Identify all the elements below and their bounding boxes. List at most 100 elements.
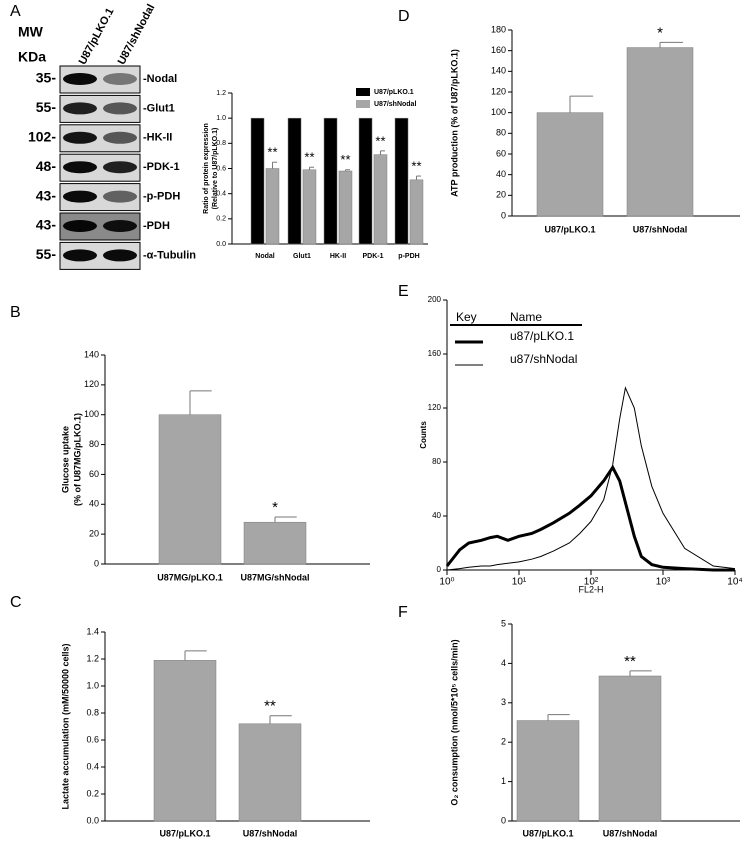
x-tick-label: U87/pLKO.1 <box>522 828 573 838</box>
y-tick-label: 20 <box>496 190 506 200</box>
y-tick-label: 0.8 <box>216 140 226 147</box>
y-tick-label: 80 <box>89 439 99 449</box>
y-axis-label: (Relative to U87/pLKO.1) <box>212 128 219 210</box>
panel-letter: A <box>10 3 21 20</box>
legend-label: U87/pLKO.1 <box>374 89 414 96</box>
y-axis-label: Lactate accumulation (mM/50000 cells) <box>60 643 70 809</box>
legend-title: Name <box>510 310 542 324</box>
mw-label: 102- <box>28 129 56 145</box>
histogram-line <box>446 386 736 571</box>
x-tick-label: U87MG/pLKO.1 <box>157 572 223 582</box>
x-tick-label: U87/shNodal <box>243 828 298 838</box>
bar <box>302 169 317 245</box>
bar <box>287 117 302 245</box>
y-tick-label: 200 <box>428 295 442 304</box>
histogram-line <box>445 464 735 572</box>
bar <box>338 170 353 245</box>
blot-band <box>103 131 137 144</box>
bar <box>238 723 302 822</box>
y-tick-label: 100 <box>84 409 99 419</box>
y-tick-label: 80 <box>496 128 506 138</box>
y-tick-label: 0 <box>501 210 506 220</box>
blot-band <box>63 102 97 115</box>
bar <box>265 168 280 245</box>
y-tick-label: 80 <box>432 457 441 466</box>
y-tick-label: 5 <box>501 618 506 628</box>
y-tick-label: 1.2 <box>86 653 99 663</box>
mw-label: 55- <box>36 246 57 262</box>
blot-label: -PDH <box>143 220 170 232</box>
legend-swatch <box>356 88 370 96</box>
annotation: ** <box>340 152 350 167</box>
x-tick-label: PDK-1 <box>362 253 383 260</box>
blot-label: -Nodal <box>143 73 177 85</box>
x-tick-label: 10³ <box>656 577 671 588</box>
bar <box>243 521 307 565</box>
blot-label: -Glut1 <box>143 102 175 114</box>
blot-band <box>63 131 97 144</box>
annotation: ** <box>411 158 421 173</box>
panel-letter: F <box>398 604 408 621</box>
y-tick-label: 60 <box>89 469 99 479</box>
blot-band <box>63 190 97 203</box>
y-tick-label: 160 <box>428 349 442 358</box>
y-tick-label: 1.0 <box>86 680 99 690</box>
blot-band <box>63 73 97 85</box>
mw-label: 43- <box>36 217 57 233</box>
y-tick-label: 3 <box>501 697 506 707</box>
y-tick-label: 40 <box>496 169 506 179</box>
panel-letter: E <box>398 283 409 300</box>
mw-label: 55- <box>36 99 57 115</box>
mw-label: 48- <box>36 158 57 174</box>
y-tick-label: 0 <box>94 558 99 568</box>
legend-swatch <box>356 100 370 108</box>
blot-label: -p-PDH <box>143 191 180 203</box>
y-tick-label: 160 <box>491 45 506 55</box>
y-tick-label: 1.2 <box>216 90 226 97</box>
blot-band <box>103 73 137 85</box>
y-tick-label: 1 <box>501 776 506 786</box>
annotation: ** <box>304 150 314 165</box>
x-tick-label: Nodal <box>255 253 275 260</box>
y-axis-label: Counts <box>419 421 428 449</box>
annotation: ** <box>624 653 636 670</box>
x-tick-label: 10² <box>584 577 599 588</box>
y-tick-label: 0.2 <box>216 216 226 223</box>
blot-band <box>63 220 97 232</box>
bar <box>373 154 388 245</box>
y-tick-label: 120 <box>491 86 506 96</box>
bar <box>153 660 217 822</box>
blot-band <box>103 161 137 174</box>
blot-frame <box>59 65 141 94</box>
annotation: ** <box>375 133 385 148</box>
y-tick-label: 0.0 <box>216 241 226 248</box>
mw-label: 43- <box>36 187 57 203</box>
x-tick-label: U87/shNodal <box>603 828 658 838</box>
x-tick-label: 10⁰ <box>439 577 454 588</box>
y-tick-label: 100 <box>491 107 506 117</box>
y-tick-label: 0 <box>437 565 442 574</box>
x-tick-label: p-PDH <box>398 253 419 260</box>
y-axis-label: (% of U87MG/pLKO.1) <box>72 413 82 506</box>
bar <box>358 117 373 245</box>
x-axis-label: FL2-H <box>578 584 603 594</box>
mw-label: 35- <box>36 70 57 86</box>
y-tick-label: 40 <box>432 511 441 520</box>
y-axis-label: Glucose uptake <box>60 426 70 493</box>
annotation: ** <box>264 698 276 715</box>
y-tick-label: 4 <box>501 658 506 668</box>
y-tick-label: 1.4 <box>86 626 99 636</box>
y-axis-label: O₂ consumption (nmol/5*10⁵ cells/min) <box>449 639 459 805</box>
blot-band <box>103 190 137 203</box>
blot-label: -HK-II <box>143 132 172 144</box>
blot-band <box>103 249 137 262</box>
blot-band <box>63 161 97 174</box>
y-axis-label: Ratio of protein expression <box>203 123 210 214</box>
panel-letter: B <box>10 304 21 321</box>
x-tick-label: 10⁴ <box>727 577 742 588</box>
y-tick-label: 120 <box>84 379 99 389</box>
bar <box>250 117 265 245</box>
y-tick-label: 180 <box>491 24 506 34</box>
blot-band <box>63 249 97 262</box>
y-axis-label: ATP production (% of U87/pLKO.1) <box>449 49 459 197</box>
